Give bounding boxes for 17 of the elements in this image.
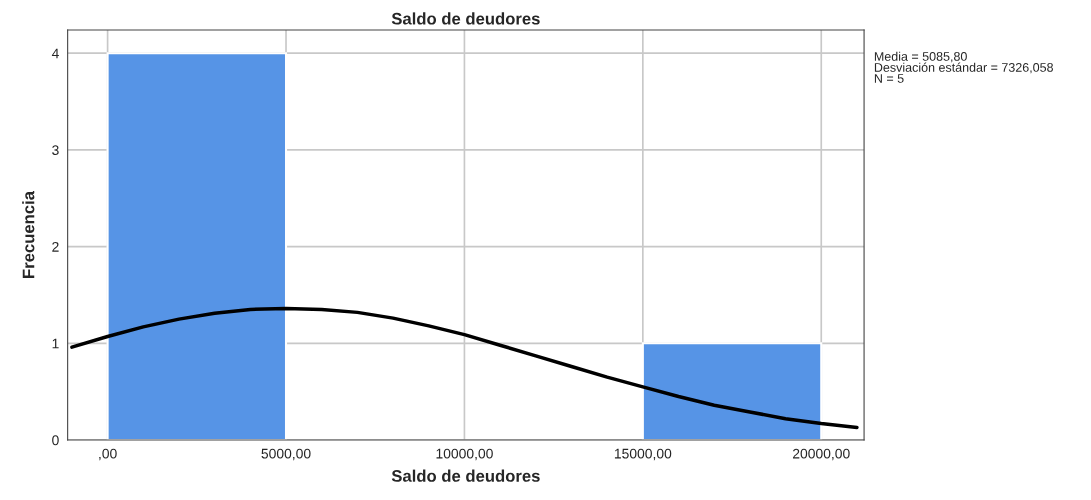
x-tick-label: ,00 [99,448,117,461]
y-tick-label: 2 [52,241,59,252]
y-axis-title: Frecuencia [22,190,35,278]
y-tick-label: 0 [52,435,59,446]
y-tick-label: 4 [51,48,59,59]
x-axis-title: Saldo de deudores [391,469,540,482]
chart-title: Saldo de deudores [391,12,540,25]
x-tick-label: 15000,00 [614,448,672,461]
y-tick-label: 1 [52,338,59,349]
y-tick-label: 3 [52,145,59,156]
text: Desviación estándar = 7326,058 [874,62,1053,74]
x-tick-label: 20000,00 [792,448,850,461]
text: N = 5 [874,74,904,83]
x-tick-label: 5000,00 [261,448,311,461]
text: Media = 5085,80 [874,51,967,63]
x-tick-label: 10000,00 [436,448,493,461]
line-series [70,306,859,430]
